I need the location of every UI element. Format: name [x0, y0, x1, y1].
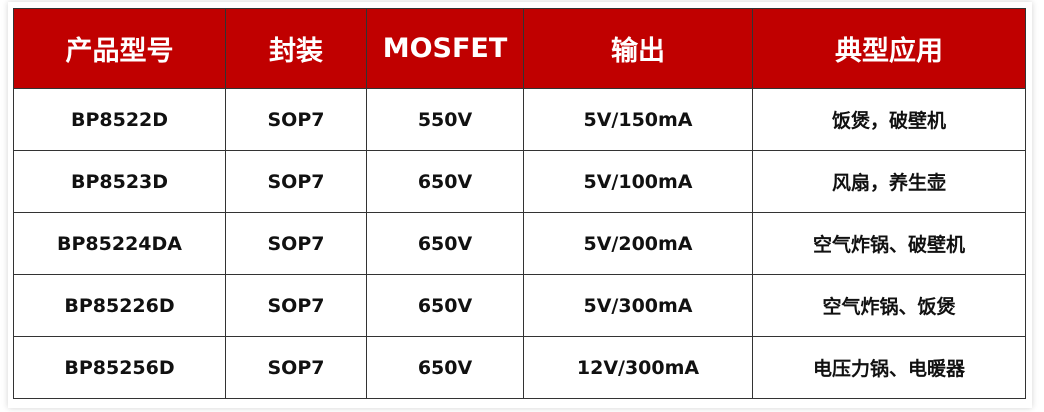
- cell-model: BP85226D: [13, 274, 226, 337]
- cell-mosfet: 650V: [366, 150, 524, 213]
- header-output: 输出: [523, 8, 753, 89]
- cell-output: 5V/100mA: [523, 150, 753, 213]
- header-model: 产品型号: [13, 8, 226, 89]
- table-row: BP85256D SOP7 650V 12V/300mA 电压力锅、电暖器: [13, 336, 1026, 399]
- cell-application: 空气炸锅、破壁机: [752, 212, 1026, 275]
- cell-package: SOP7: [225, 212, 367, 275]
- cell-mosfet: 650V: [366, 274, 524, 337]
- cell-model: BP85224DA: [13, 212, 226, 275]
- cell-package: SOP7: [225, 88, 367, 151]
- table-row: BP8523D SOP7 650V 5V/100mA 风扇，养生壶: [13, 150, 1026, 213]
- cell-output: 5V/200mA: [523, 212, 753, 275]
- cell-mosfet: 550V: [366, 88, 524, 151]
- cell-package: SOP7: [225, 150, 367, 213]
- cell-application: 饭煲，破壁机: [752, 88, 1026, 151]
- cell-model: BP85256D: [13, 336, 226, 399]
- cell-package: SOP7: [225, 274, 367, 337]
- cell-mosfet: 650V: [366, 336, 524, 399]
- cell-mosfet: 650V: [366, 212, 524, 275]
- product-table: 产品型号 封装 MOSFET 输出 典型应用 BP8522D SOP7 550V 5V…: [13, 8, 1026, 399]
- cell-application: 空气炸锅、饭煲: [752, 274, 1026, 337]
- table-row: BP85226D SOP7 650V 5V/300mA 空气炸锅、饭煲: [13, 274, 1026, 337]
- cell-output: 12V/300mA: [523, 336, 753, 399]
- cell-application: 电压力锅、电暖器: [752, 336, 1026, 399]
- cell-application: 风扇，养生壶: [752, 150, 1026, 213]
- table-row: BP85224DA SOP7 650V 5V/200mA 空气炸锅、破壁机: [13, 212, 1026, 275]
- cell-model: BP8522D: [13, 88, 226, 151]
- table-header-row: 产品型号 封装 MOSFET 输出 典型应用: [13, 8, 1026, 89]
- table-row: BP8522D SOP7 550V 5V/150mA 饭煲，破壁机: [13, 88, 1026, 151]
- header-package: 封装: [225, 8, 367, 89]
- cell-output: 5V/300mA: [523, 274, 753, 337]
- cell-output: 5V/150mA: [523, 88, 753, 151]
- header-mosfet: MOSFET: [366, 8, 524, 89]
- header-application: 典型应用: [752, 8, 1026, 89]
- cell-package: SOP7: [225, 336, 367, 399]
- cell-model: BP8523D: [13, 150, 226, 213]
